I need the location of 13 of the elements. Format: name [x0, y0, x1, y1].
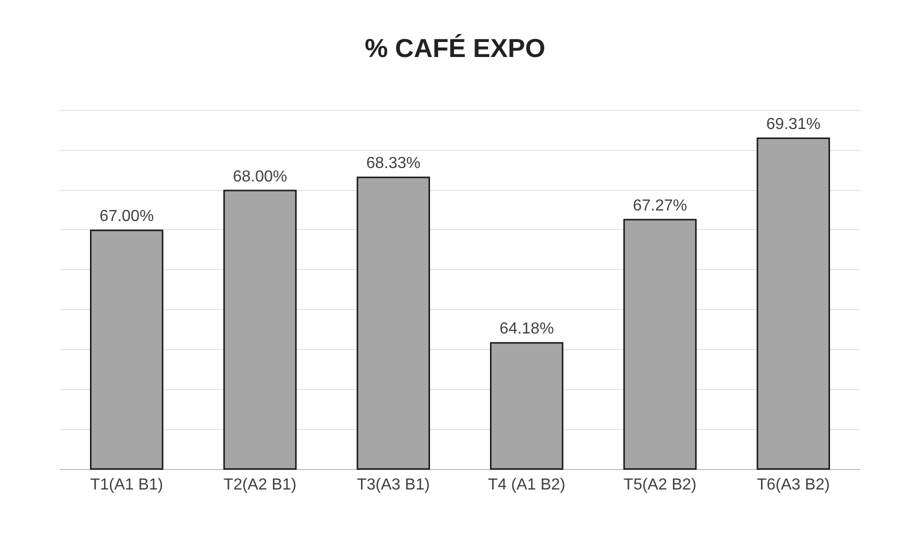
x-tick-label: T6(A3 B2)	[756, 476, 830, 494]
x-tick-label: T1(A1 B1)	[90, 476, 164, 494]
x-tick-label: T4 (A1 B2)	[488, 476, 566, 494]
x-tick-label: T5(A2 B2)	[624, 476, 696, 494]
x-tick-label: T2(A2 B1)	[224, 476, 296, 494]
data-label: 68.00%	[232, 168, 288, 186]
data-label: 68.33%	[366, 155, 420, 172]
data-label: 67.27%	[632, 197, 688, 214]
x-tick-label: T3(A3 B1)	[356, 476, 430, 494]
data-label: 67.00%	[100, 208, 154, 226]
data-label: 64.18%	[500, 320, 554, 338]
chart-title: % CAFÉ EXPO	[364, 33, 546, 63]
data-label: 69.31%	[766, 116, 820, 134]
